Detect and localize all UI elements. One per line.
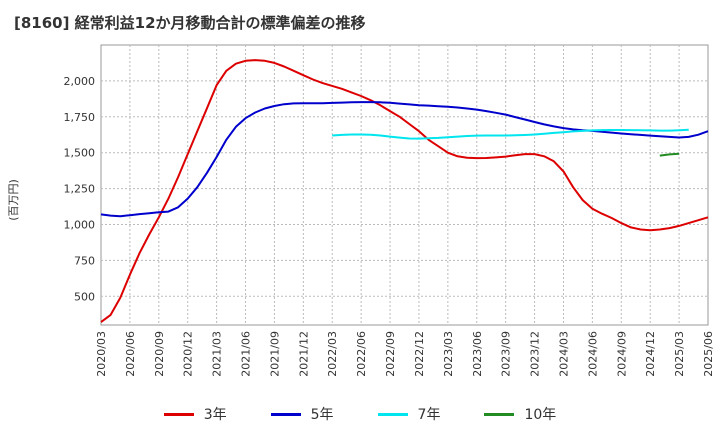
legend-item: 7年	[377, 404, 441, 424]
legend-swatch	[270, 412, 301, 416]
legend-item: 5年	[270, 404, 334, 424]
legend-item: 3年	[163, 404, 227, 424]
series-line-10y	[659, 152, 680, 157]
x-tick-label: 2023/09	[500, 331, 513, 377]
x-tick-label: 2022/09	[384, 331, 397, 377]
x-tick-label: 2023/12	[529, 331, 542, 377]
y-tick-label: 500	[74, 290, 95, 303]
x-tick-label: 2020/06	[124, 331, 137, 377]
chart-title: [8160] 経常利益12か月移動合計の標準偏差の推移	[14, 14, 366, 32]
legend-label: 7年	[417, 407, 441, 423]
x-tick-label: 2021/06	[240, 331, 253, 377]
series-line-7y	[332, 128, 689, 140]
y-tick-label: 750	[74, 254, 95, 267]
legend-swatch	[377, 412, 408, 416]
plot-area	[100, 44, 709, 326]
y-tick-label: 1,250	[64, 183, 96, 196]
x-tick-label: 2025/03	[673, 331, 686, 377]
y-axis-ticks: 500 750 1,000 1,250 1,500 1,750 2,000	[64, 75, 96, 303]
x-tick-label: 2022/12	[413, 331, 426, 377]
x-tick-label: 2020/09	[153, 331, 166, 377]
legend-label: 3年	[203, 407, 227, 423]
legend-label: 5年	[310, 407, 334, 423]
x-axis-ticks: 2020/03 2020/06 2020/09 2020/12 2021/03 2021/…	[95, 331, 715, 377]
legend-swatch	[484, 412, 515, 416]
x-tick-label: 2023/06	[471, 331, 484, 377]
x-tick-label: 2021/09	[268, 331, 281, 377]
x-tick-label: 2025/06	[702, 331, 715, 377]
x-tick-label: 2020/12	[182, 331, 195, 377]
x-tick-label: 2021/12	[297, 331, 310, 377]
y-tick-label: 1,750	[64, 111, 96, 124]
series-line-5y	[100, 101, 709, 218]
x-tick-label: 2020/03	[95, 331, 108, 377]
x-tick-label: 2024/09	[615, 331, 628, 377]
gridlines	[101, 45, 708, 325]
x-tick-label: 2024/12	[644, 331, 657, 377]
y-tick-label: 2,000	[64, 75, 96, 88]
x-tick-label: 2024/03	[557, 331, 570, 377]
legend-swatch	[163, 412, 194, 416]
x-tick-label: 2024/06	[586, 331, 599, 377]
y-tick-label: 1,500	[64, 147, 96, 160]
series-line-3y	[100, 59, 709, 323]
x-tick-label: 2022/06	[355, 331, 368, 377]
x-tick-label: 2023/03	[442, 331, 455, 377]
y-axis-title: (百万円)	[7, 179, 20, 221]
y-tick-label: 1,000	[64, 218, 96, 231]
x-tick-label: 2021/03	[211, 331, 224, 377]
x-tick-label: 2022/03	[326, 331, 339, 377]
legend-label: 10年	[524, 407, 557, 423]
series-lines	[100, 59, 709, 323]
legend-item: 10年	[484, 404, 556, 424]
legend: 3年 5年 7年 10年	[0, 402, 720, 426]
